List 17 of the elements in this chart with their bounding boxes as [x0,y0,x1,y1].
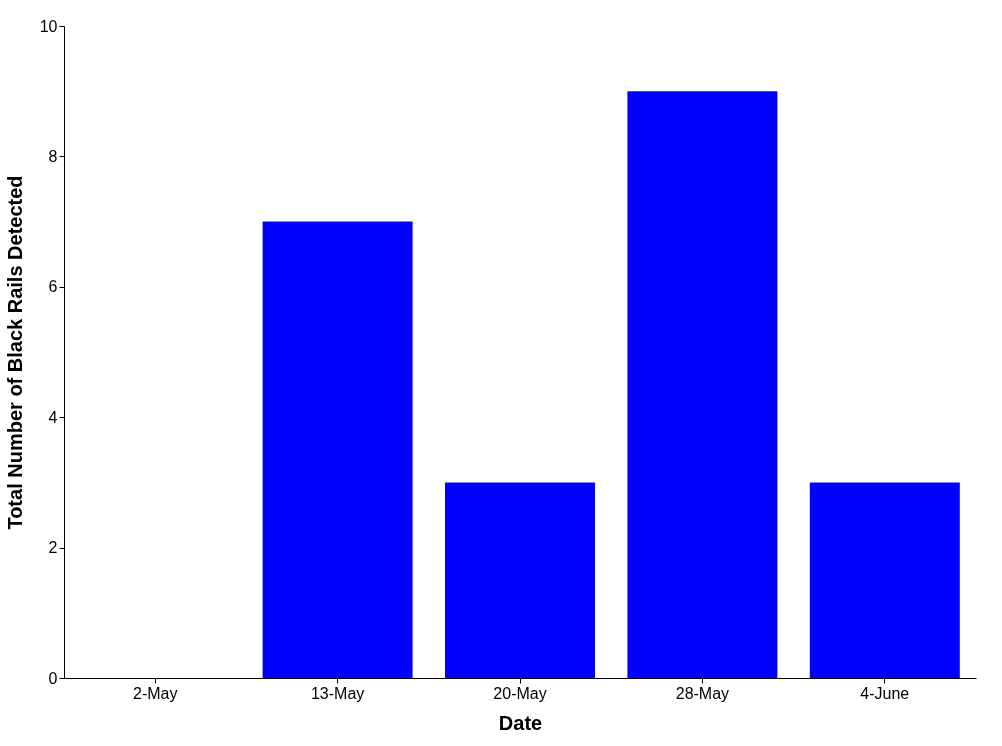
y-tick-label: 8 [48,147,58,165]
y-tick-label: 10 [39,17,58,35]
x-axis-title: Date [498,711,543,734]
bar [262,221,413,678]
bar [627,91,778,678]
y-axis-title: Total Number of Black Rails Detected [3,175,26,530]
x-tick-label: 4-June [860,684,910,702]
y-tick-label: 2 [48,539,58,557]
x-tick-label: 13-May [310,684,365,702]
x-tick-label: 2-May [132,684,178,702]
bar [809,482,960,678]
x-tick-label: 28-May [675,684,730,702]
x-tick-label: 20-May [493,684,547,702]
y-tick-label: 4 [48,408,58,426]
bar [445,482,595,678]
y-tick-label: 0 [48,669,58,687]
y-tick-label: 6 [48,278,58,296]
